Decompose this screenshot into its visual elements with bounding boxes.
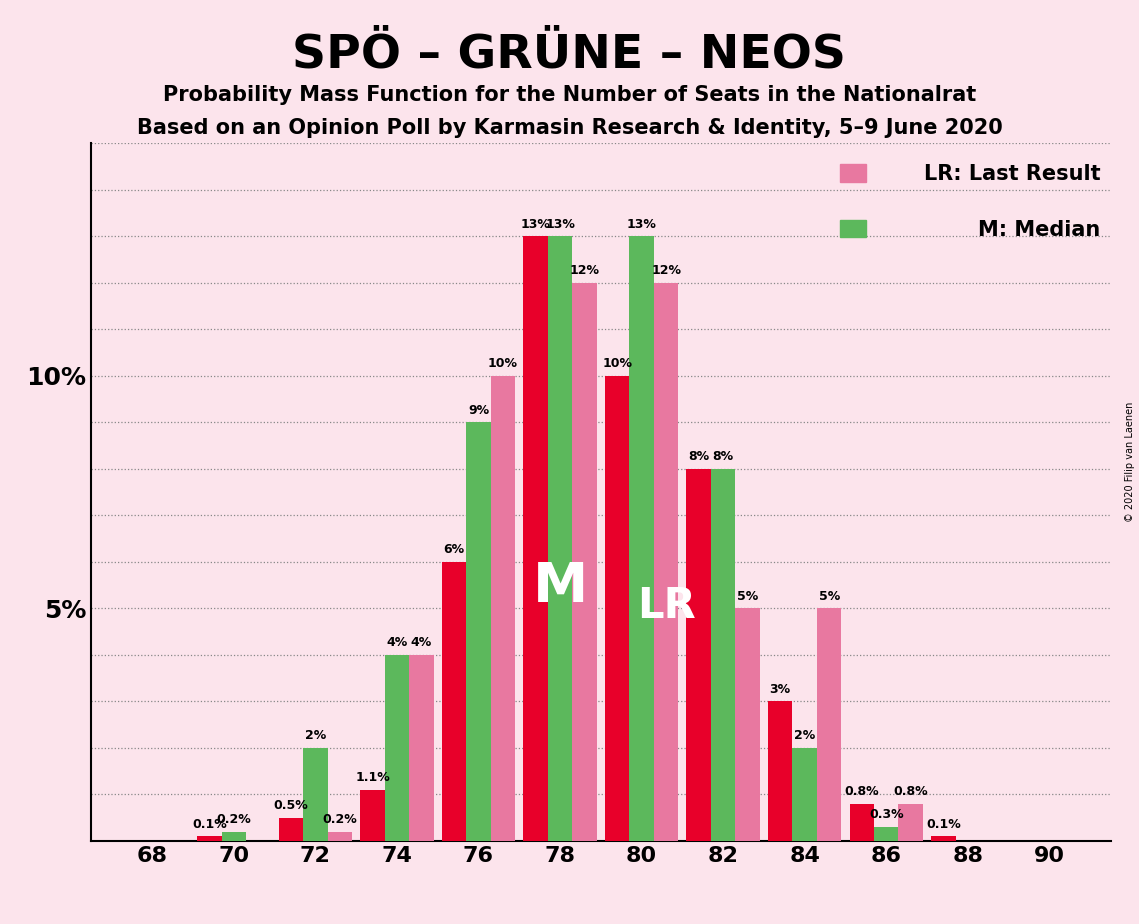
Bar: [385, 655, 409, 841]
Text: 0.1%: 0.1%: [192, 818, 227, 831]
Text: 9%: 9%: [468, 404, 489, 417]
Text: M: M: [532, 560, 588, 614]
Bar: [279, 818, 303, 841]
Text: 10%: 10%: [487, 358, 518, 371]
Text: 13%: 13%: [521, 218, 550, 231]
Text: 4%: 4%: [411, 637, 432, 650]
Text: 0.8%: 0.8%: [893, 785, 928, 798]
Bar: [817, 608, 842, 841]
Text: 0.3%: 0.3%: [869, 808, 903, 821]
Bar: [605, 376, 630, 841]
Text: 10%: 10%: [603, 358, 632, 371]
Text: M: Median: M: Median: [978, 220, 1100, 240]
Bar: [328, 832, 352, 841]
Bar: [409, 655, 434, 841]
Bar: [548, 237, 572, 841]
Text: 0.2%: 0.2%: [216, 813, 252, 826]
Text: 3%: 3%: [770, 683, 790, 696]
Text: 4%: 4%: [386, 637, 408, 650]
Text: LR: Last Result: LR: Last Result: [924, 164, 1100, 184]
Bar: [523, 237, 548, 841]
Bar: [768, 701, 793, 841]
Bar: [687, 468, 711, 841]
Text: 12%: 12%: [570, 264, 599, 277]
Bar: [841, 220, 866, 237]
Text: 6%: 6%: [443, 543, 465, 556]
Text: Based on an Opinion Poll by Karmasin Research & Identity, 5–9 June 2020: Based on an Opinion Poll by Karmasin Res…: [137, 118, 1002, 139]
Text: 0.5%: 0.5%: [273, 799, 309, 812]
Text: 13%: 13%: [626, 218, 656, 231]
Bar: [736, 608, 760, 841]
Text: SPÖ – GRÜNE – NEOS: SPÖ – GRÜNE – NEOS: [293, 32, 846, 78]
Bar: [711, 468, 736, 841]
Bar: [899, 804, 923, 841]
Bar: [303, 748, 328, 841]
Text: 2%: 2%: [305, 729, 326, 742]
Text: 5%: 5%: [737, 590, 759, 602]
Bar: [360, 790, 385, 841]
Text: LR: LR: [637, 586, 696, 627]
Bar: [874, 827, 899, 841]
Text: 13%: 13%: [546, 218, 575, 231]
Text: 0.1%: 0.1%: [926, 818, 960, 831]
Bar: [197, 836, 222, 841]
Text: 0.8%: 0.8%: [844, 785, 879, 798]
Bar: [793, 748, 817, 841]
Text: Probability Mass Function for the Number of Seats in the Nationalrat: Probability Mass Function for the Number…: [163, 85, 976, 105]
Text: © 2020 Filip van Laenen: © 2020 Filip van Laenen: [1125, 402, 1134, 522]
Bar: [572, 283, 597, 841]
Bar: [850, 804, 874, 841]
Bar: [466, 422, 491, 841]
Text: 5%: 5%: [819, 590, 839, 602]
Bar: [841, 164, 866, 182]
Text: 2%: 2%: [794, 729, 816, 742]
Bar: [654, 283, 679, 841]
Text: 1.1%: 1.1%: [355, 772, 390, 784]
Bar: [222, 832, 246, 841]
Bar: [630, 237, 654, 841]
Text: 8%: 8%: [688, 450, 710, 463]
Bar: [442, 562, 466, 841]
Bar: [931, 836, 956, 841]
Text: 12%: 12%: [652, 264, 681, 277]
Bar: [491, 376, 515, 841]
Text: 8%: 8%: [713, 450, 734, 463]
Text: 0.2%: 0.2%: [322, 813, 358, 826]
